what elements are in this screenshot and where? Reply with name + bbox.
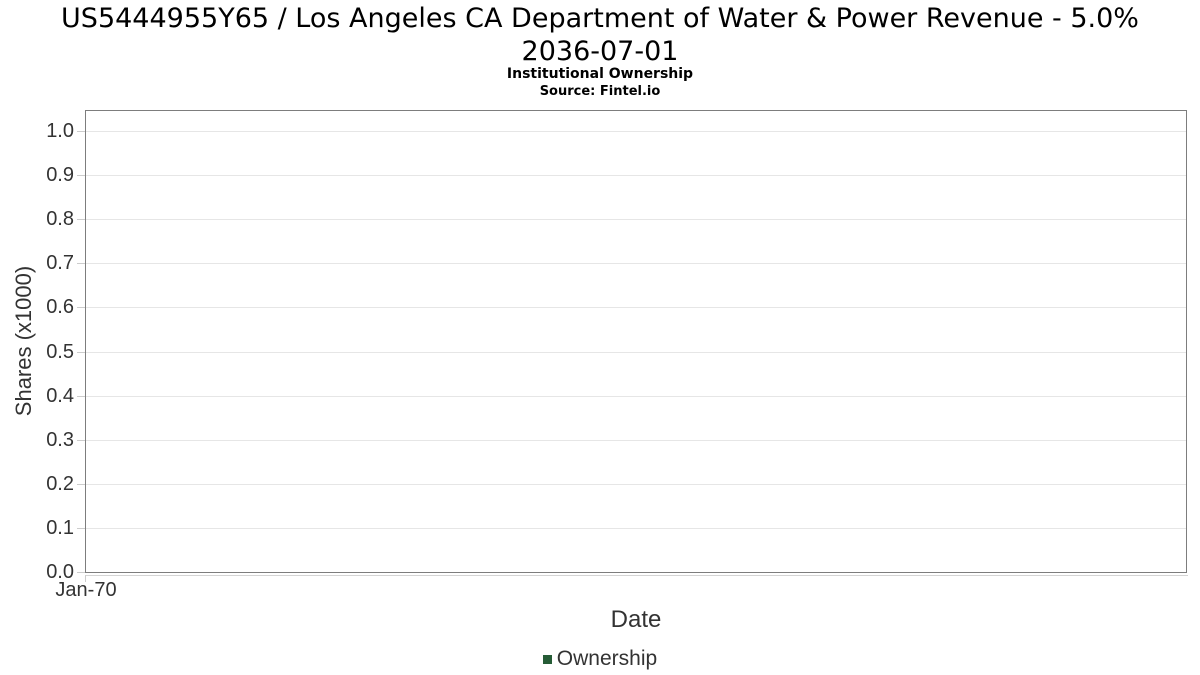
y-tick-label: 0.5: [46, 340, 74, 363]
y-tick-label: 1.0: [46, 120, 74, 142]
y-axis-tick: [77, 131, 85, 132]
source-note: Source: Fintel.io: [539, 84, 661, 99]
y-axis-tick: [77, 263, 85, 265]
y-tick-label: 0.1: [46, 516, 74, 539]
y-tick-label: 0.3: [46, 428, 74, 451]
y-axis-tick: [77, 219, 85, 221]
y-gridline: [86, 527, 1186, 529]
y-tick-label: 0.4: [46, 384, 74, 407]
plot-area: [85, 110, 1187, 573]
legend: Ownership: [0, 648, 1200, 670]
legend-marker-square-icon: [542, 654, 552, 664]
y-tick-label: 0.6: [46, 296, 74, 319]
chart-title: US5444955Y65 / Los Angeles CA Department…: [0, 2, 1200, 68]
y-gridline: [86, 131, 1186, 132]
y-tick-label: 0.2: [46, 472, 74, 495]
chart-title-line1: US5444955Y65 / Los Angeles CA Department…: [61, 3, 1139, 34]
y-gridline: [86, 483, 1186, 485]
y-axis-tick: [77, 395, 85, 397]
y-axis-tick: [77, 439, 85, 441]
x-axis-tick: [85, 575, 86, 582]
x-axis-title: Date: [610, 606, 662, 633]
y-axis-tick: [77, 572, 85, 573]
chart-title-line2: 2036-07-01: [521, 36, 679, 67]
y-axis-tick: [77, 307, 85, 309]
y-axis-tick: [77, 351, 85, 353]
y-tick-label: 0.7: [46, 252, 74, 275]
y-gridline: [86, 219, 1186, 221]
y-tick-label: 0.8: [46, 208, 74, 231]
y-gridline: [86, 439, 1186, 441]
y-gridline: [86, 263, 1186, 265]
y-tick-label: 0.9: [46, 164, 74, 187]
y-axis-tick: [77, 483, 85, 485]
x-axis-line: [85, 575, 1188, 576]
y-gridline: [86, 175, 1186, 177]
y-gridline: [86, 307, 1186, 309]
y-axis-tick: [77, 527, 85, 529]
legend-item-ownership[interactable]: Ownership: [542, 647, 658, 670]
chart-subtitle: Institutional Ownership: [506, 66, 694, 82]
y-axis-tick: [77, 175, 85, 177]
y-tick-label: 0.0: [46, 561, 74, 583]
y-gridline: [86, 395, 1186, 397]
x-tick-label: Jan-70: [55, 579, 117, 601]
y-gridline: [86, 351, 1186, 353]
legend-label: Ownership: [556, 647, 658, 670]
